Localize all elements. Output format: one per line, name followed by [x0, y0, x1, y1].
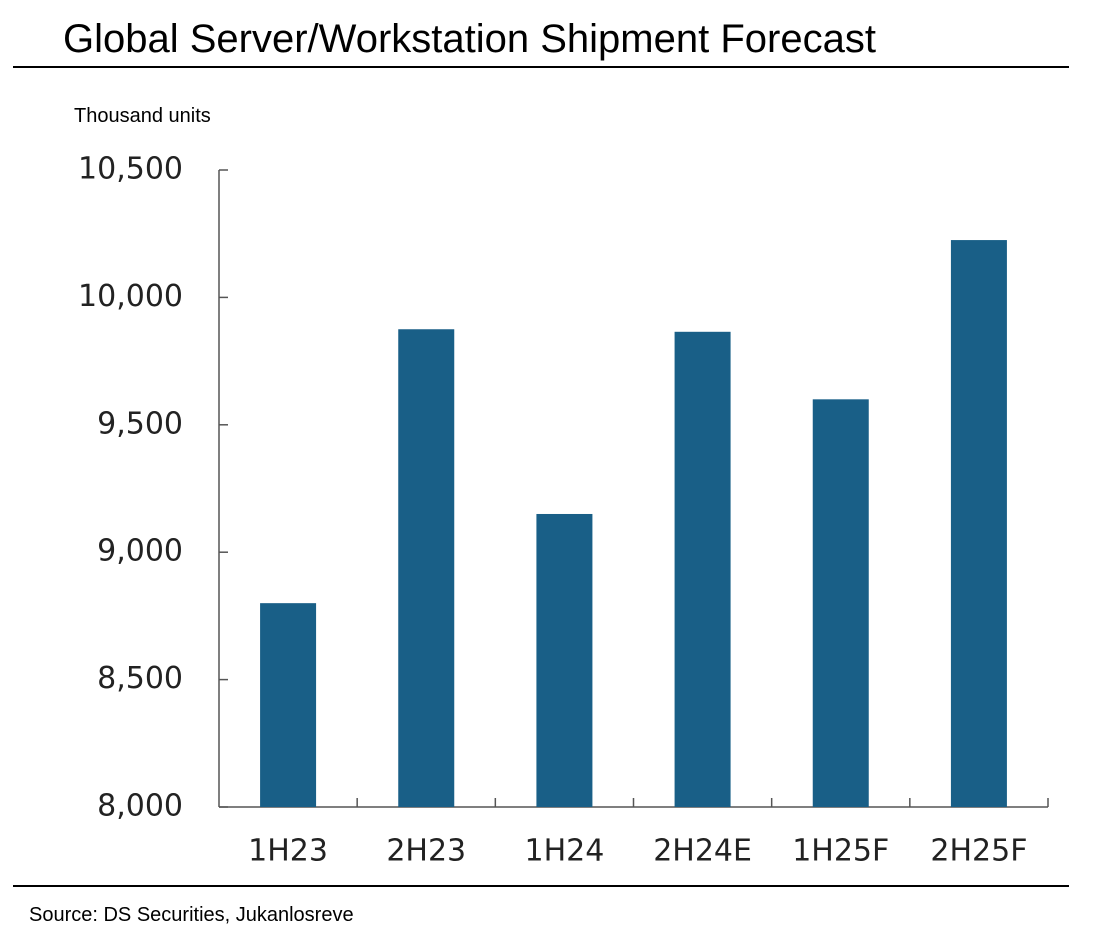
bar-2h25f — [950, 240, 1007, 807]
y-tick-label: 10,500 — [78, 152, 183, 187]
bar-1h24 — [536, 513, 593, 807]
x-tick-label: 1H23 — [248, 834, 328, 869]
source-note: Source: DS Securities, Jukanlosreve — [29, 904, 354, 926]
x-tick-label: 2H25F — [930, 834, 1027, 869]
x-axis: 1H23 2H23 1H24 2H24E 1H25F 2H25F — [219, 798, 1049, 869]
y-tick-label: 8,500 — [97, 661, 183, 696]
chart-title: Global Server/Workstation Shipment Forec… — [63, 17, 876, 61]
x-tick-label: 1H25F — [792, 834, 889, 869]
x-tick-label: 2H24E — [653, 834, 752, 869]
y-axis-unit-label: Thousand units — [74, 105, 211, 127]
footer-divider — [13, 885, 1069, 887]
bar-2h24e — [674, 331, 731, 807]
x-tick-label: 2H23 — [386, 834, 466, 869]
y-axis: 8,000 8,500 9,000 9,500 10,000 10,500 — [78, 152, 228, 824]
title-divider — [13, 66, 1069, 68]
bar-1h25f — [812, 399, 869, 807]
bars — [260, 240, 1007, 807]
y-tick-label: 8,000 — [97, 789, 183, 824]
bar-2h23 — [398, 329, 455, 807]
y-tick-label: 9,000 — [97, 534, 183, 569]
bar-1h23 — [260, 603, 317, 807]
x-tick-label: 1H24 — [525, 834, 605, 869]
y-tick-label: 10,000 — [78, 279, 183, 314]
y-tick-label: 9,500 — [97, 406, 183, 441]
